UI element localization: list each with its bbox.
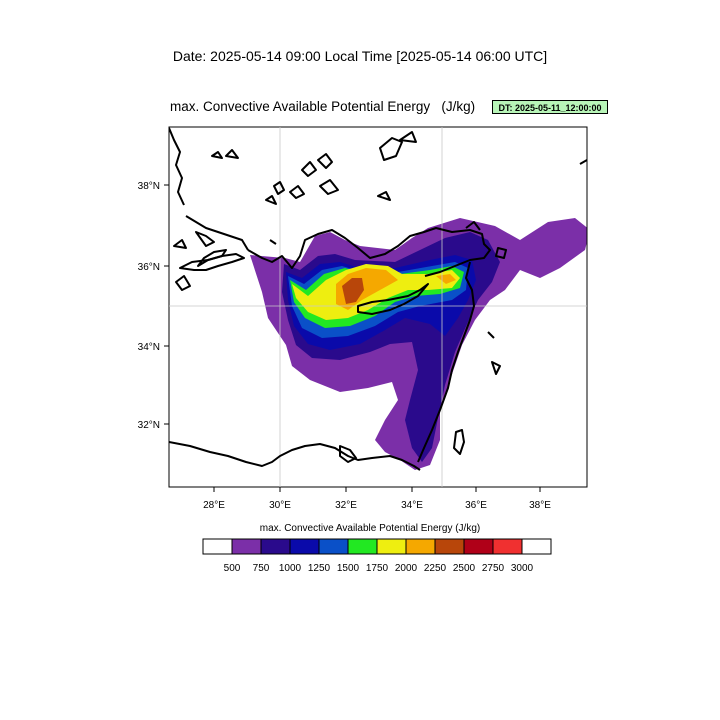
cape-contour-2000 <box>336 268 456 310</box>
colorbar-swatch <box>405 538 436 555</box>
colorbar-level-label: 1750 <box>365 563 389 574</box>
lon-tick-label: 30°E <box>269 500 291 511</box>
lon-tick-label: 32°E <box>335 500 357 511</box>
map-frame <box>168 126 588 488</box>
colorbar-level-label: 750 <box>252 563 270 574</box>
colorbar-swatch <box>289 538 320 555</box>
colorbar-level-label: 500 <box>223 563 241 574</box>
colorbar-swatch <box>434 538 465 555</box>
colorbar-swatch <box>347 538 378 555</box>
colorbar-level-label: 2250 <box>423 563 447 574</box>
colorbar-level-label: 2750 <box>481 563 505 574</box>
lat-tick-label: 34°N <box>138 342 160 353</box>
coastlines <box>169 127 587 471</box>
lat-tick-label: 32°N <box>138 420 160 431</box>
date-title: Date: 2025-05-14 09:00 Local Time [2025-… <box>172 48 548 64</box>
axis-ticks <box>164 184 541 492</box>
colorbar-swatch <box>231 538 262 555</box>
colorbar-swatch <box>202 538 233 555</box>
map-gridlines <box>169 127 587 487</box>
dt-badge: DT: 2025-05-11_12:00:00 <box>492 100 608 114</box>
colorbar-level-label: 1000 <box>278 563 302 574</box>
colorbar-level-label: 1250 <box>307 563 331 574</box>
lon-tick-label: 28°E <box>203 500 225 511</box>
lat-tick-label: 36°N <box>138 262 160 273</box>
colorbar-swatch <box>376 538 407 555</box>
colorbar-swatch <box>260 538 291 555</box>
colorbar-swatch <box>521 538 552 555</box>
lat-tick-label: 38°N <box>138 181 160 192</box>
colorbar-swatch <box>463 538 494 555</box>
map-title: max. Convective Available Potential Ener… <box>170 99 476 114</box>
lon-tick-label: 38°E <box>529 500 551 511</box>
colorbar-title: max. Convective Available Potential Ener… <box>259 523 481 534</box>
colorbar-level-label: 3000 <box>510 563 534 574</box>
colorbar-level-label: 2500 <box>452 563 476 574</box>
lon-tick-label: 36°E <box>465 500 487 511</box>
lon-tick-label: 34°E <box>401 500 423 511</box>
cape-contour-2250 <box>342 278 364 304</box>
colorbar-level-label: 2000 <box>394 563 418 574</box>
colorbar-swatch <box>492 538 523 555</box>
colorbar-level-label: 1500 <box>336 563 360 574</box>
colorbar-swatch <box>318 538 349 555</box>
